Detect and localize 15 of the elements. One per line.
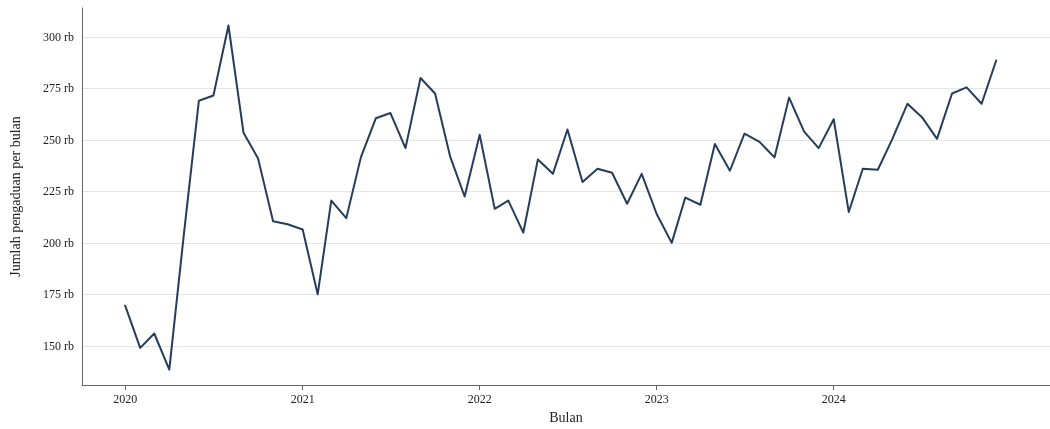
x-tick-label: 2021: [290, 392, 315, 406]
y-axis-title: Jumlah pengaduan per bulan: [7, 116, 23, 277]
x-tick-label: 2020: [113, 392, 138, 406]
x-tick-label: 2022: [467, 392, 492, 406]
x-tick-label: 2024: [821, 392, 846, 406]
y-tick-label: 275 rb: [43, 81, 74, 96]
x-tick-label: 2023: [644, 392, 669, 406]
y-tick-label: 250 rb: [43, 132, 74, 147]
line-series: [124, 24, 998, 371]
y-tick-label: 225 rb: [43, 184, 74, 199]
x-axis-title: Bulan: [549, 409, 583, 425]
y-tick-label: 300 rb: [43, 29, 74, 44]
y-tick-label: 175 rb: [43, 287, 74, 302]
y-tick-label: 150 rb: [43, 338, 74, 353]
y-tick-label: 200 rb: [43, 235, 74, 250]
